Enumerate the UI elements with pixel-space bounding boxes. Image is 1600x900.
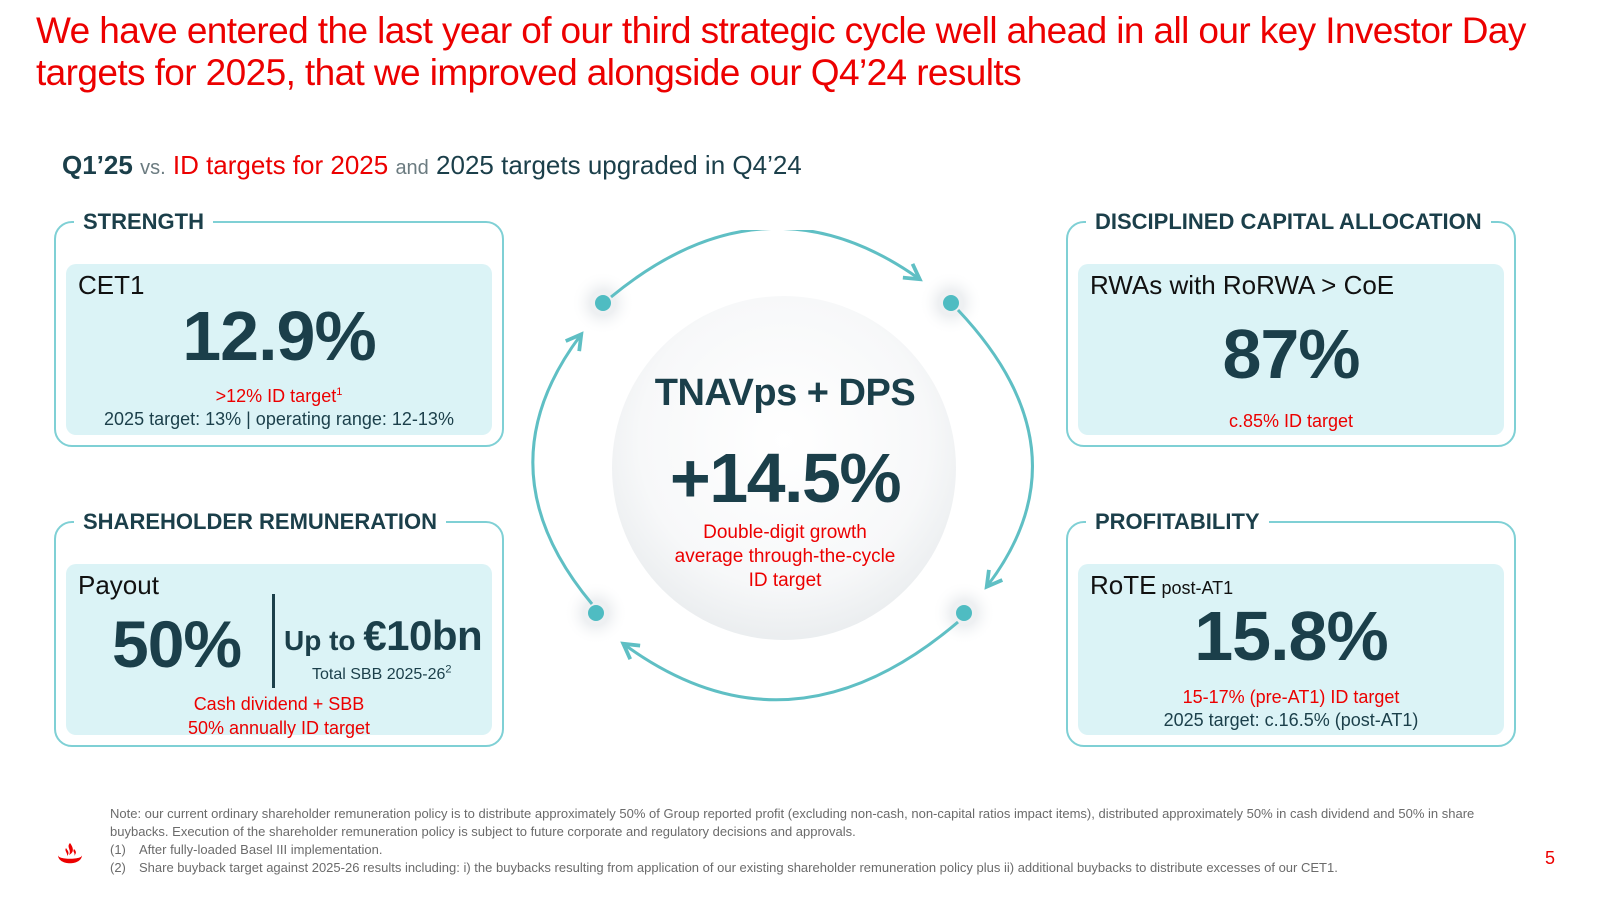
strength-panel: STRENGTH CET1 12.9% >12% ID target1 2025…: [54, 208, 504, 447]
rwa-label: RWAs with RoRWA > CoE: [1090, 270, 1395, 300]
rwa-value: 87%: [1222, 315, 1360, 393]
cycle-diagram: [531, 230, 1036, 720]
rwa-id-target: c.85% ID target: [1228, 411, 1354, 431]
payout-id-line2: 50% annually ID target: [187, 718, 371, 738]
remuneration-panel: SHAREHOLDER REMUNERATION Payout 50% Up t…: [54, 508, 504, 747]
arc-arrow-left: [531, 331, 594, 605]
node-dot-bottom-right: [956, 605, 972, 621]
rote-id-target: 15-17% (pre-AT1) ID target: [1182, 687, 1400, 707]
footnote-ref-2: 2: [445, 663, 452, 676]
payout-value: 50%: [112, 607, 242, 681]
cet1-label: CET1: [78, 270, 145, 300]
slide-title: We have entered the last year of our thi…: [36, 10, 1526, 93]
cet1-2025-target: 2025 target: 13% | operating range: 12-1…: [104, 409, 454, 429]
node-dot-bottom-left: [588, 605, 604, 621]
footnote-ref-1: 1: [336, 386, 343, 398]
node-dot-top-left: [595, 295, 611, 311]
center-id-target: Double-digit growth average through-the-…: [640, 521, 930, 593]
center-value: +14.5%: [669, 439, 902, 517]
center-line-1: Double-digit growth: [703, 522, 867, 543]
footnote-1-number: (1): [110, 842, 126, 857]
profitability-box: RoTE post-AT1 15.8% 15-17% (pre-AT1) ID …: [1078, 564, 1504, 735]
center-title: TNAVps + DPS: [654, 372, 916, 414]
payout-divider: [272, 594, 275, 688]
rote-label-text: RoTE: [1090, 570, 1157, 600]
profitability-panel: PROFITABILITY RoTE post-AT1 15.8% 15-17%…: [1066, 508, 1516, 747]
strength-section-title: STRENGTH: [74, 208, 213, 236]
sbb-label-text: Total SBB 2025-26: [312, 666, 446, 683]
capital-panel: DISCIPLINED CAPITAL ALLOCATION RWAs with…: [1066, 208, 1516, 447]
footnote-note: Note: our current ordinary shareholder r…: [110, 806, 1475, 839]
subtitle-vs: vs.: [140, 157, 166, 179]
footnote-2: (2) Share buyback target against 2025-26 …: [110, 859, 1500, 877]
subtitle-quarter: Q1’25: [62, 150, 133, 180]
subtitle-and: and: [395, 157, 429, 179]
sbb-upto: Up to: [284, 625, 364, 656]
inner-disc: [612, 296, 956, 640]
node-dot-top-right: [943, 295, 959, 311]
payout-label: Payout: [78, 570, 159, 600]
center-line-3: ID target: [748, 570, 822, 591]
subtitle: Q1’25 vs. ID targets for 2025 and 2025 t…: [62, 150, 802, 181]
strength-box: CET1 12.9% >12% ID target1 2025 target: …: [66, 264, 492, 435]
arc-arrow-top: [610, 230, 923, 299]
rote-label: RoTE post-AT1: [1090, 570, 1233, 601]
remuneration-box: Payout 50% Up to €10bn Total SBB 2025-26…: [66, 564, 492, 738]
footnote-2-text: Share buyback target against 2025-26 res…: [139, 860, 1338, 875]
rote-label-qualifier: post-AT1: [1156, 578, 1234, 598]
footnote-1-text: After fully-loaded Basel III implementat…: [139, 842, 383, 857]
cet1-value: 12.9%: [182, 297, 376, 375]
footnote-1: (1) After fully-loaded Basel III implemen…: [110, 841, 1500, 859]
flame-logo-icon: [57, 843, 83, 864]
capital-box: RWAs with RoRWA > CoE 87% c.85% ID targe…: [1078, 264, 1504, 435]
arc-arrow-right: [956, 308, 1034, 590]
subtitle-id-targets: ID targets for 2025: [172, 150, 389, 180]
footnotes: Note: our current ordinary shareholder r…: [110, 805, 1500, 877]
subtitle-upgraded: 2025 targets upgraded in Q4’24: [436, 150, 802, 180]
sbb-value: €10bn: [363, 612, 483, 659]
payout-id-line1: Cash dividend + SBB: [193, 694, 365, 714]
profitability-section-title: PROFITABILITY: [1086, 508, 1269, 536]
remuneration-section-title: SHAREHOLDER REMUNERATION: [74, 508, 447, 536]
sbb-amount: Up to €10bn: [284, 612, 483, 660]
capital-section-title: DISCIPLINED CAPITAL ALLOCATION: [1086, 208, 1491, 236]
page-number: 5: [1545, 848, 1556, 868]
center-line-2: average through-the-cycle: [674, 546, 896, 567]
rote-2025-target: 2025 target: c.16.5% (post-AT1): [1163, 710, 1419, 730]
arc-arrow-bottom: [620, 620, 959, 702]
cet1-id-target: >12% ID target1: [66, 384, 492, 408]
footnote-2-number: (2): [110, 860, 126, 875]
payout-row: 50% Up to €10bn Total SBB 2025-262: [66, 594, 492, 690]
sbb-label: Total SBB 2025-262: [312, 663, 452, 684]
rote-value: 15.8%: [1194, 597, 1388, 675]
cet1-id-target-text: >12% ID target: [215, 386, 337, 406]
